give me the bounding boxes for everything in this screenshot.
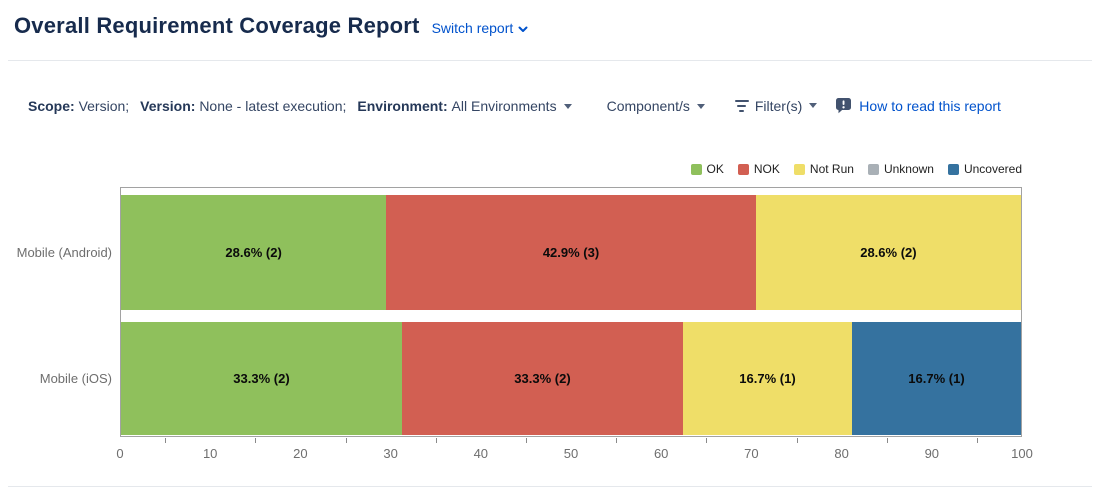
legend-label: Not Run	[810, 162, 854, 176]
scope-label: Scope:	[28, 98, 75, 114]
bar-segment-ok[interactable]: 33.3% (2)	[121, 322, 402, 435]
legend-item-nok: NOK	[738, 162, 780, 176]
legend-label: NOK	[754, 162, 780, 176]
report-page: Overall Requirement Coverage Report Swit…	[0, 0, 1100, 490]
segment-value-label: 42.9% (3)	[543, 245, 599, 260]
environment-dropdown[interactable]: Environment: All Environments	[357, 98, 571, 114]
x-axis-tick-labels: 0102030405060708090100	[120, 446, 1022, 462]
switch-report-link[interactable]: Switch report	[432, 20, 530, 36]
x-tick-label: 70	[744, 446, 758, 461]
info-bubble-icon	[835, 97, 852, 114]
x-axis-minor-tick	[977, 438, 978, 443]
filter-icon	[735, 100, 749, 112]
legend-item-uncovered: Uncovered	[948, 162, 1022, 176]
version-label: Version:	[140, 98, 195, 114]
environment-value: All Environments	[452, 98, 557, 114]
components-label: Component/s	[607, 98, 690, 114]
filters-dropdown[interactable]: Filter(s)	[735, 98, 817, 114]
filters-label: Filter(s)	[755, 98, 802, 114]
x-axis-minor-tick	[797, 438, 798, 443]
bar-segment-nok[interactable]: 33.3% (2)	[402, 322, 683, 435]
scope-value: Version;	[79, 98, 130, 114]
x-axis-minor-tick	[887, 438, 888, 443]
legend-swatch	[948, 164, 959, 175]
legend-item-ok: OK	[691, 162, 724, 176]
x-axis-minor-tick	[346, 438, 347, 443]
filter-bar: Scope: Version; Version: None - latest e…	[28, 97, 1001, 114]
header-divider	[8, 60, 1092, 61]
segment-value-label: 33.3% (2)	[514, 371, 570, 386]
x-axis-minor-tick	[616, 438, 617, 443]
legend-label: OK	[707, 162, 724, 176]
how-to-read-link[interactable]: How to read this report	[859, 98, 1001, 114]
legend-label: Uncovered	[964, 162, 1022, 176]
x-tick-label: 80	[834, 446, 848, 461]
x-tick-label: 20	[293, 446, 307, 461]
bar-segment-uncovered[interactable]: 16.7% (1)	[852, 322, 1021, 435]
x-tick-label: 60	[654, 446, 668, 461]
segment-value-label: 28.6% (2)	[860, 245, 916, 260]
help-group: How to read this report	[835, 97, 1001, 114]
bottom-divider	[8, 486, 1092, 487]
legend-label: Unknown	[884, 162, 934, 176]
bar-segment-nok[interactable]: 42.9% (3)	[386, 195, 756, 310]
x-tick-label: 40	[474, 446, 488, 461]
x-axis-minor-tick	[706, 438, 707, 443]
legend-swatch	[794, 164, 805, 175]
x-axis-minor-tick	[526, 438, 527, 443]
version-value: None - latest execution;	[199, 98, 346, 114]
bar-row: 28.6% (2) 42.9% (3) 28.6% (2)	[121, 195, 1021, 310]
legend-swatch	[738, 164, 749, 175]
x-tick-label: 30	[383, 446, 397, 461]
switch-report-label: Switch report	[432, 20, 514, 36]
x-axis-minor-ticks	[120, 438, 1022, 444]
category-label: Mobile (Android)	[0, 245, 112, 260]
segment-value-label: 16.7% (1)	[908, 371, 964, 386]
x-tick-label: 0	[116, 446, 123, 461]
chart-legend: OK NOK Not Run Unknown Uncovered	[691, 162, 1022, 176]
bar-segment-not-run[interactable]: 28.6% (2)	[756, 195, 1021, 310]
segment-value-label: 16.7% (1)	[739, 371, 795, 386]
legend-swatch	[868, 164, 879, 175]
caret-down-icon	[809, 103, 817, 108]
legend-swatch	[691, 164, 702, 175]
x-tick-label: 10	[203, 446, 217, 461]
caret-down-icon	[564, 104, 572, 109]
chevron-down-icon	[517, 23, 529, 35]
environment-label: Environment:	[357, 98, 447, 114]
header: Overall Requirement Coverage Report Swit…	[14, 13, 529, 39]
scope-summary: Scope: Version;	[28, 98, 129, 114]
segment-value-label: 33.3% (2)	[233, 371, 289, 386]
x-axis-minor-tick	[436, 438, 437, 443]
legend-item-unknown: Unknown	[868, 162, 934, 176]
version-summary: Version: None - latest execution;	[140, 98, 346, 114]
x-tick-label: 90	[925, 446, 939, 461]
legend-item-not-run: Not Run	[794, 162, 854, 176]
page-title: Overall Requirement Coverage Report	[14, 13, 420, 39]
x-axis-minor-tick	[165, 438, 166, 443]
bar-row: 33.3% (2) 33.3% (2) 16.7% (1) 16.7% (1)	[121, 322, 1021, 435]
plot-area: 28.6% (2)42.9% (3)28.6% (2)33.3% (2)33.3…	[120, 187, 1022, 437]
bar-segment-not-run[interactable]: 16.7% (1)	[683, 322, 852, 435]
caret-down-icon	[697, 104, 705, 109]
bar-segment-ok[interactable]: 28.6% (2)	[121, 195, 386, 310]
x-tick-label: 100	[1011, 446, 1033, 461]
x-tick-label: 50	[564, 446, 578, 461]
segment-value-label: 28.6% (2)	[225, 245, 281, 260]
category-label: Mobile (iOS)	[0, 371, 112, 386]
components-dropdown[interactable]: Component/s	[607, 98, 705, 114]
x-axis-minor-tick	[255, 438, 256, 443]
